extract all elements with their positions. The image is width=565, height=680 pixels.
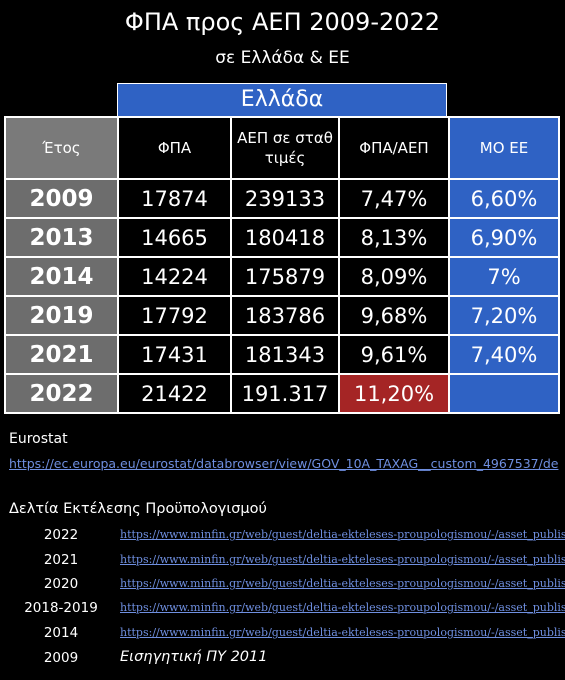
ratio-cell: 8,09% [338,256,450,297]
ratio-cell: 9,61% [338,334,450,375]
header-gdp: ΑΕΠ σε σταθ τιμές [230,116,340,180]
vat-cell: 17792 [117,295,232,336]
page-title: ΦΠΑ προς ΑΕΠ 2009-2022 [124,8,441,36]
budget-link-row: 2014 https://www.minfin.gr/web/guest/del… [0,625,565,645]
eurostat-link[interactable]: https://ec.europa.eu/eurostat/databrowse… [9,456,559,471]
budget-link[interactable]: https://www.minfin.gr/web/guest/deltia-e… [120,577,565,590]
budget-year: 2020 [43,576,79,592]
eurostat-label: Eurostat [9,431,68,447]
budget-link-row: 2022 https://www.minfin.gr/web/guest/del… [0,527,565,547]
gdp-cell: 175879 [230,256,340,297]
year-cell: 2022 [4,373,119,414]
eu-average-cell: 6,90% [448,217,560,258]
gdp-cell: 181343 [230,334,340,375]
budget-link[interactable]: https://www.minfin.gr/web/guest/deltia-e… [120,626,565,639]
vat-cell: 17874 [117,178,232,219]
page-subtitle: σε Ελλάδα & ΕΕ [215,48,350,68]
budget-bulletins-label: Δελτία Εκτέλεσης Προϋπολογισμού [9,501,267,517]
greece-group-header: Ελλάδα [117,83,447,117]
budget-year: 2018-2019 [24,600,98,616]
budget-link-row: 2021 https://www.minfin.gr/web/guest/del… [0,552,565,572]
budget-note: Εισηγητική ΠΥ 2011 [120,649,268,665]
table-row: 2013 14665 180418 8,13% 6,90% [4,217,560,258]
ratio-cell: 7,47% [338,178,450,219]
ratio-cell-highlighted: 11,20% [338,373,450,414]
budget-year: 2022 [43,527,79,543]
budget-link-row: 2020 https://www.minfin.gr/web/guest/del… [0,576,565,596]
year-cell: 2019 [4,295,119,336]
header-eu-average: ΜΟ ΕΕ [448,116,560,180]
header-vat-gdp-ratio: ΦΠΑ/ΑΕΠ [338,116,450,180]
vat-cell: 14665 [117,217,232,258]
year-cell: 2014 [4,256,119,297]
vat-cell: 17431 [117,334,232,375]
table-row: 2022 21422 191.317 11,20% [4,373,560,414]
gdp-cell: 239133 [230,178,340,219]
ratio-cell: 9,68% [338,295,450,336]
vat-cell: 14224 [117,256,232,297]
gdp-cell: 180418 [230,217,340,258]
vat-gdp-table: Έτος ΦΠΑ ΑΕΠ σε σταθ τιμές ΦΠΑ/ΑΕΠ ΜΟ ΕΕ… [4,116,560,414]
ratio-cell: 8,13% [338,217,450,258]
table-row: 2021 17431 181343 9,61% 7,40% [4,334,560,375]
gdp-cell: 191.317 [230,373,340,414]
budget-year: 2009 [43,650,79,666]
year-cell: 2021 [4,334,119,375]
vat-cell: 21422 [117,373,232,414]
eu-average-cell: 7,40% [448,334,560,375]
budget-link-row: 2009 Εισηγητική ΠΥ 2011 [0,649,565,670]
budget-link[interactable]: https://www.minfin.gr/web/guest/deltia-e… [120,528,565,541]
budget-year: 2021 [43,552,79,568]
eu-average-cell: 7,20% [448,295,560,336]
budget-link-row: 2018-2019 https://www.minfin.gr/web/gues… [0,600,565,620]
table-row: 2014 14224 175879 8,09% 7% [4,256,560,297]
table-header-row: Έτος ΦΠΑ ΑΕΠ σε σταθ τιμές ΦΠΑ/ΑΕΠ ΜΟ ΕΕ [4,116,560,180]
year-cell: 2013 [4,217,119,258]
table-row: 2019 17792 183786 9,68% 7,20% [4,295,560,336]
eu-average-cell [448,373,560,414]
gdp-cell: 183786 [230,295,340,336]
eu-average-cell: 7% [448,256,560,297]
budget-link[interactable]: https://www.minfin.gr/web/guest/deltia-e… [120,601,565,614]
table-row: 2009 17874 239133 7,47% 6,60% [4,178,560,219]
budget-link[interactable]: https://www.minfin.gr/web/guest/deltia-e… [120,553,565,566]
header-year: Έτος [4,116,119,180]
header-vat: ΦΠΑ [117,116,232,180]
year-cell: 2009 [4,178,119,219]
budget-year: 2014 [43,625,79,641]
eu-average-cell: 6,60% [448,178,560,219]
